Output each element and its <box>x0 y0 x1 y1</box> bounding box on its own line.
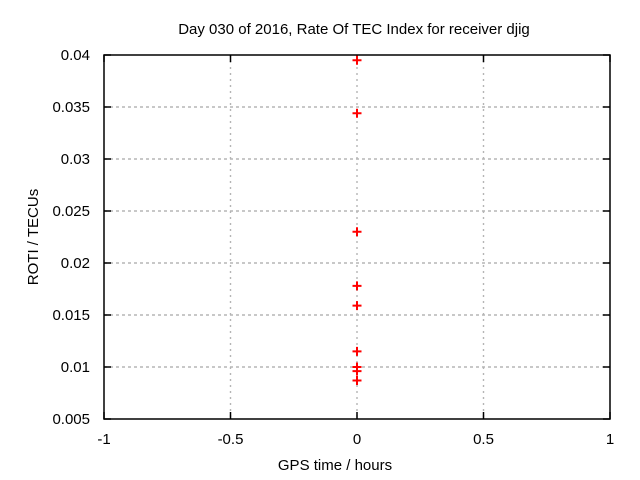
gridlines <box>104 55 610 419</box>
data-point-marker <box>352 55 362 65</box>
y-tick-label: 0.015 <box>52 307 90 324</box>
data-point-marker <box>352 301 362 311</box>
data-point-marker <box>352 346 362 356</box>
y-tick-label: 0.02 <box>61 255 90 272</box>
data-point-marker <box>352 227 362 237</box>
y-tick-label: 0.005 <box>52 411 90 428</box>
x-axis-label: GPS time / hours <box>278 457 392 474</box>
data-point-marker <box>352 376 362 386</box>
x-tick-label: 0 <box>353 431 361 448</box>
x-tick-label: -0.5 <box>218 431 244 448</box>
y-tick-label: 0.035 <box>52 99 90 116</box>
data-point-marker <box>352 366 362 376</box>
x-tick-label: 0.5 <box>473 431 494 448</box>
y-axis-label: ROTI / TECUs <box>25 189 42 285</box>
y-tick-label: 0.025 <box>52 203 90 220</box>
tick-labels: -1 -0.5 0 0.5 1 0.005 0.01 0.015 0.02 0.025 0.03 0.… <box>52 47 614 448</box>
data-points <box>352 55 362 386</box>
y-tick-label: 0.04 <box>61 47 90 64</box>
y-tick-label: 0.03 <box>61 151 90 168</box>
x-tick-label: 1 <box>606 431 614 448</box>
data-point-marker <box>352 281 362 291</box>
y-tick-label: 0.01 <box>61 359 90 376</box>
plot-border <box>103 54 611 420</box>
chart-title: Day 030 of 2016, Rate Of TEC Index for r… <box>178 21 530 38</box>
data-point-marker <box>352 108 362 118</box>
x-tick-label: -1 <box>97 431 110 448</box>
